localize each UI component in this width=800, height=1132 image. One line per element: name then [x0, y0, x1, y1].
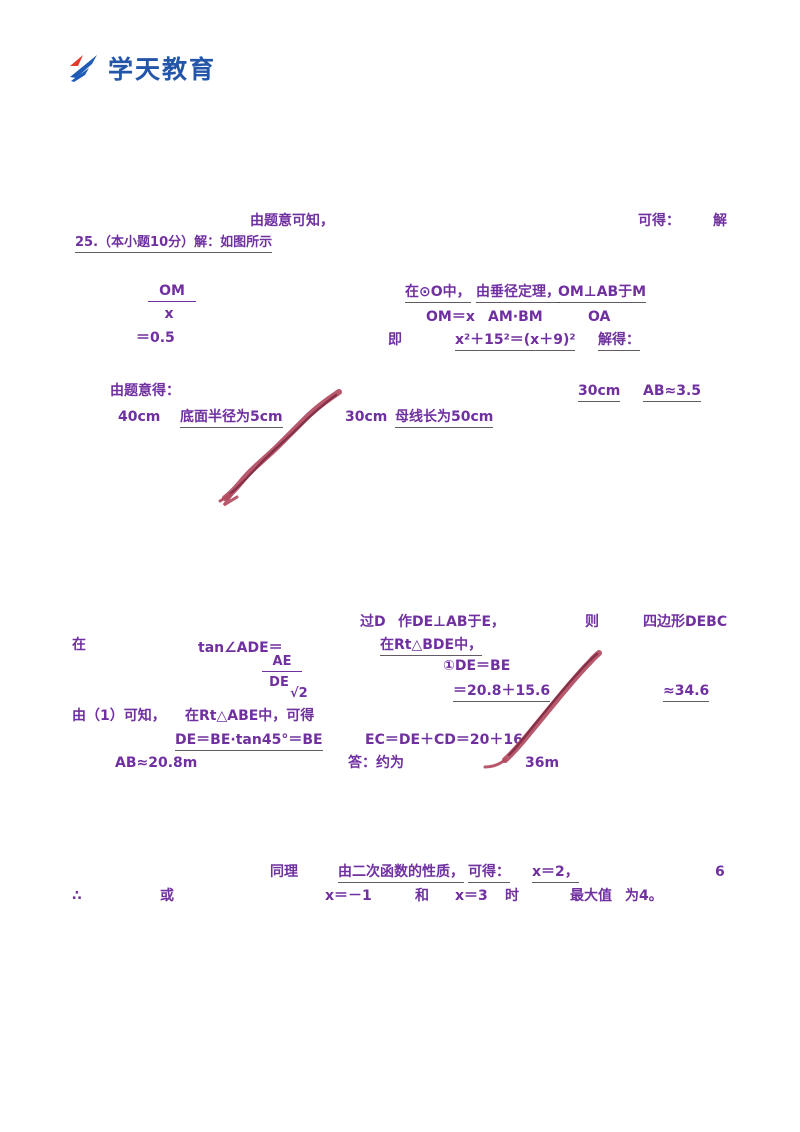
s1-r3c: 解得：: [598, 332, 640, 351]
frac1-numerator: OM: [148, 283, 196, 302]
s1-r2a: OM＝x: [426, 309, 475, 325]
s2-tan: tan∠ADE＝: [198, 640, 283, 656]
s2-r6a: DE＝BE·tan45°＝BE: [175, 732, 323, 751]
s3-r1b: 由二次函数的性质，: [338, 864, 464, 883]
s3-r2h: 为4。: [625, 888, 663, 904]
frac1-denominator: x: [164, 306, 174, 322]
s3-r2f: 时: [505, 888, 519, 904]
s2-r3: ①DE＝BE: [443, 658, 511, 674]
s3-r1c: 可得：: [468, 864, 510, 883]
s1-r2b: AM·BM: [488, 309, 543, 325]
s1-r5a: 40cm: [118, 409, 161, 425]
logo-swoosh-icon: [70, 55, 97, 82]
s1-r4c: AB≈3.5: [643, 383, 702, 402]
s1-r4a: 由题意得：: [110, 383, 180, 399]
s3-r2d: 和: [415, 888, 429, 904]
s2-sqrt: √2: [290, 686, 308, 701]
s3-r2c: x＝－1: [325, 888, 372, 904]
s1-r1a: 在⊙O中，: [405, 284, 471, 303]
frac1-equals: ＝0.5: [136, 330, 175, 346]
frac2-numerator: AE: [262, 654, 302, 672]
s1-right-a: 可得：: [638, 213, 680, 229]
s3-r1e: 6: [715, 864, 725, 880]
red-pen-check-1-main: [222, 389, 342, 501]
s2-r1d: 四边形DEBC: [643, 614, 728, 630]
s2-r1a: 过D: [360, 614, 386, 630]
s2-r4a: ＝20.8＋15.6: [453, 683, 551, 702]
s3-r2e: x＝3: [455, 888, 488, 904]
s2-r4b: ≈34.6: [663, 683, 710, 702]
s2-r2a: 在: [72, 637, 86, 653]
logo-text: 学天教育: [108, 55, 217, 84]
s2-r7c: 36m: [525, 755, 560, 771]
logo: 学天教育: [68, 50, 216, 86]
s2-r6b: EC＝DE＋CD＝20＋16: [365, 732, 523, 748]
red-pen-check-1-flick: [218, 492, 239, 507]
s3-r1a: 同理: [270, 864, 298, 880]
s3-r2g: 最大值: [570, 888, 612, 904]
s1-r1c: OM⊥AB于M: [558, 284, 647, 303]
s1-r5c: 30cm: [345, 409, 388, 425]
s2-r1c: 则: [585, 614, 599, 630]
s1-r1b: 由垂径定理，: [476, 284, 560, 303]
s1-right-b: 解: [713, 213, 727, 229]
s3-r2a: ∴: [72, 888, 82, 904]
s1-r2c: OA: [588, 309, 611, 325]
s2-r5a: 由（1）可知，: [72, 708, 166, 724]
frac2-denominator: DE: [269, 675, 289, 690]
s1-r5b: 底面半径为5cm: [180, 409, 283, 428]
s2-r7a: AB≈20.8m: [115, 755, 198, 771]
s1-r5d: 母线长为50cm: [395, 409, 494, 428]
s2-r1b: 作DE⊥AB于E，: [398, 614, 506, 630]
s1-r4b: 30cm: [578, 383, 621, 402]
s3-r1d: x＝2，: [532, 864, 579, 883]
s2-r5b: 在Rt△ABE中，可得: [185, 708, 315, 724]
s1-r3b: x²＋15²＝(x＋9)²: [455, 332, 576, 351]
s1-heading: 25.（本小题10分）解：如图所示: [75, 235, 273, 253]
s1-intro: 由题意可知，: [250, 213, 334, 229]
s2-r2b: 在Rt△BDE中，: [380, 637, 483, 656]
s2-r7b: 答：约为: [348, 755, 404, 771]
s3-r2b: 或: [160, 888, 174, 904]
s1-r3a: 即: [388, 332, 402, 348]
red-pen-check-2-flick: [483, 758, 507, 769]
